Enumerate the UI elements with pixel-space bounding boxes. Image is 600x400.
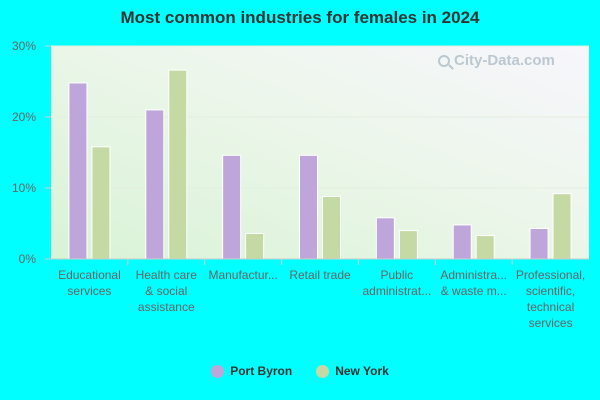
legend-label-port-byron: Port Byron [230,364,293,378]
bar-port-byron [299,154,318,260]
x-tick-label: Educational services [58,268,121,298]
legend-label-new-york: New York [335,364,389,378]
bar-new-york [475,235,495,260]
x-tick-label: Retail trade [289,268,351,282]
plot-area [51,46,589,259]
bar-new-york [322,196,341,260]
bar-port-byron [452,224,472,260]
legend-swatch-port-byron [211,364,225,378]
y-tick-label: 10% [12,181,36,195]
y-tick-label: 0% [19,252,37,266]
bar-new-york [398,230,418,260]
legend-swatch-new-york [316,364,330,378]
legend-item-port-byron: Port Byron [211,364,292,378]
bar-new-york [91,146,111,260]
watermark: City-Data.com [438,52,555,69]
bar-new-york [245,232,265,260]
x-tick-label: Public administrat... [363,268,432,298]
x-tick-label: Professional, scientific, technical service… [516,268,585,330]
bar-port-byron [375,217,395,260]
bar-port-byron [529,227,549,260]
bar-port-byron [68,82,88,260]
y-tick-label: 30% [12,39,36,53]
x-tick-label: Health care & social assistance [136,268,198,314]
bar-new-york [552,193,572,260]
legend-item-new-york: New York [316,364,389,378]
watermark-text: City-Data.com [454,52,555,69]
x-tick-label: Manufactur... [208,268,277,282]
chart-title: Most common industries for females in 20… [120,8,480,27]
bar-port-byron [145,109,165,260]
bar-port-byron [222,154,242,260]
x-tick-label: Administra... & waste m... [440,268,507,298]
magnifier-icon [438,54,450,67]
y-tick-label: 20% [12,110,36,124]
chart-legend: Port Byron New York [0,364,600,378]
bar-new-york [168,69,188,260]
